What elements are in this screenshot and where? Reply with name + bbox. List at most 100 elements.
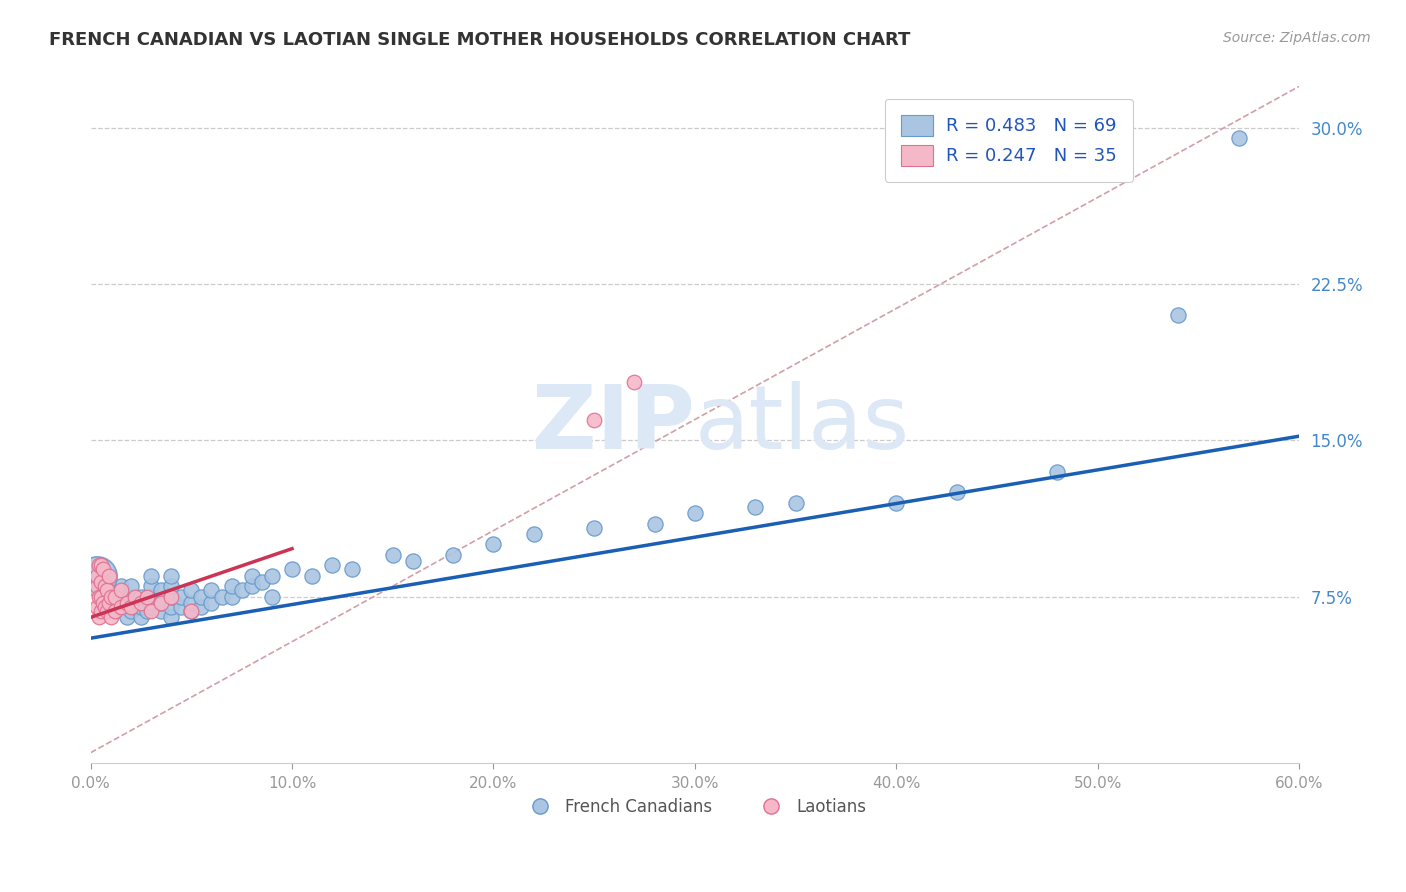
Point [160, 590, 183, 604]
Point [190, 599, 212, 614]
Point [100, 590, 122, 604]
Point [583, 412, 606, 426]
Point [110, 590, 132, 604]
Point [240, 568, 263, 582]
Point [160, 610, 183, 624]
Point [90, 604, 112, 618]
Point [301, 568, 323, 582]
Point [211, 590, 233, 604]
Point [96, 583, 118, 598]
Point [250, 574, 273, 589]
Point [100, 583, 122, 598]
Point [90, 574, 112, 589]
Point [110, 599, 132, 614]
Point [90, 558, 112, 573]
Point [945, 485, 967, 500]
Point [402, 554, 425, 568]
Point [124, 599, 146, 614]
Point [90, 590, 112, 604]
Point [160, 579, 183, 593]
Point [120, 599, 142, 614]
Point [124, 590, 146, 604]
Point [260, 590, 283, 604]
Point [160, 568, 183, 582]
Point [200, 583, 222, 598]
Point [1046, 465, 1069, 479]
Point [120, 596, 142, 610]
Point [87, 610, 110, 624]
Point [90, 590, 112, 604]
Point [240, 579, 263, 593]
Point [96, 604, 118, 618]
Point [93, 579, 115, 593]
Point [180, 583, 202, 598]
Point [104, 604, 127, 618]
Point [91, 562, 114, 576]
Point [139, 604, 162, 618]
Point [221, 590, 243, 604]
Text: atlas: atlas [695, 381, 910, 468]
Point [221, 579, 243, 593]
Point [86, 579, 108, 593]
Point [86, 568, 108, 582]
Point [136, 590, 159, 604]
Point [104, 604, 127, 618]
Point [139, 590, 162, 604]
Point [115, 596, 138, 610]
Point [150, 583, 173, 598]
Point [1167, 309, 1189, 323]
Point [104, 590, 127, 604]
Point [110, 583, 132, 598]
Point [644, 516, 666, 531]
Legend: French Canadians, Laotians: French Canadians, Laotians [517, 791, 873, 822]
Text: FRENCH CANADIAN VS LAOTIAN SINGLE MOTHER HOUSEHOLDS CORRELATION CHART: FRENCH CANADIAN VS LAOTIAN SINGLE MOTHER… [49, 31, 911, 49]
Point [97, 568, 120, 582]
Point [115, 596, 138, 610]
Point [583, 521, 606, 535]
Point [623, 375, 645, 389]
Point [91, 596, 114, 610]
Point [120, 590, 142, 604]
Point [170, 590, 193, 604]
Point [86, 568, 108, 582]
Point [100, 610, 122, 624]
Point [100, 596, 122, 610]
Point [139, 599, 162, 614]
Point [683, 506, 706, 520]
Point [342, 562, 364, 576]
Point [785, 496, 807, 510]
Point [129, 599, 152, 614]
Point [482, 537, 505, 551]
Point [744, 500, 766, 514]
Point [441, 548, 464, 562]
Point [1227, 131, 1250, 145]
Point [160, 599, 183, 614]
Point [139, 579, 162, 593]
Point [180, 604, 202, 618]
Point [120, 604, 142, 618]
Point [139, 568, 162, 582]
Point [200, 596, 222, 610]
Point [93, 599, 115, 614]
Point [97, 596, 120, 610]
Point [136, 604, 159, 618]
Point [281, 562, 304, 576]
Point [170, 599, 193, 614]
Point [160, 590, 183, 604]
Point [150, 596, 173, 610]
Point [93, 579, 115, 593]
Point [129, 596, 152, 610]
Point [129, 610, 152, 624]
Point [150, 596, 173, 610]
Point [321, 558, 343, 573]
Point [523, 527, 546, 541]
Text: Source: ZipAtlas.com: Source: ZipAtlas.com [1223, 31, 1371, 45]
Point [381, 548, 404, 562]
Point [884, 496, 907, 510]
Point [190, 590, 212, 604]
Point [231, 583, 253, 598]
Point [139, 596, 162, 610]
Point [180, 596, 202, 610]
Point [180, 604, 202, 618]
Point [150, 604, 173, 618]
